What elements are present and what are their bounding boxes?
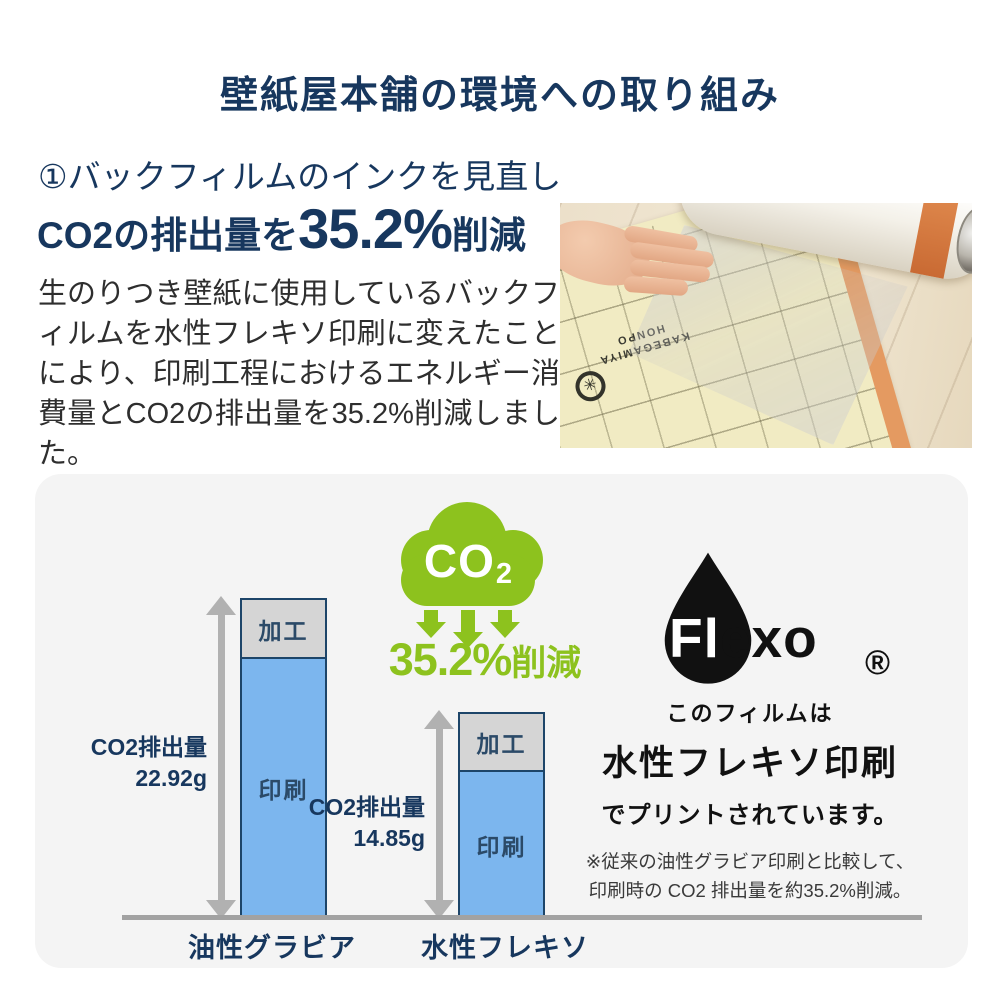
segment-processing-oil: 加工 (240, 598, 327, 659)
roll-orange-band (910, 203, 961, 279)
hand (560, 209, 746, 319)
flexo-logo: Flexo ® (635, 546, 925, 696)
film-statement-line1: このフィルムは (666, 701, 834, 726)
registered-mark: ® (865, 644, 891, 682)
total-label-oil: CO2排出量 22.92g (90, 734, 207, 791)
total-arrow-water (424, 710, 454, 919)
comparison-panel: 加工 印刷 CO2排出量 22.92g 加工 印刷 CO2排出量 14.85g … (35, 474, 968, 968)
co2-statement-suffix: 削減 (451, 215, 526, 256)
product-photo: KABEGAMIYA HONPO ✳ (560, 203, 972, 448)
baseline-axis (122, 915, 922, 920)
footnote: ※従来の油性グラビア印刷と比較して、 印刷時の CO2 排出量を約35.2%削減… (585, 851, 915, 901)
cloud-co2-label: CO2 (423, 535, 514, 590)
section-heading: ①バックフィルムのインクを見直し (38, 158, 562, 195)
co2-cloud-icon: CO2 (385, 498, 551, 650)
flexo-brand-text: Flexo (669, 607, 818, 669)
water-drop-icon (664, 552, 752, 684)
category-label-water: 水性フレキソ (421, 933, 589, 963)
category-label-oil: 油性グラビア (188, 933, 356, 963)
reduction-caption: 35.2%削減 (388, 634, 582, 685)
total-label-water: CO2排出量 14.85g (308, 794, 425, 851)
body-paragraph: 生のりつき壁紙に使用しているバックフィルムを水性フレキソ印刷に変えたことにより、… (38, 278, 560, 470)
bar-water-flexo: 加工 印刷 (458, 712, 545, 919)
flexo-description: このフィルムは 水性フレキソ印刷 でプリントされています。 ※従来の油性グラビア… (515, 696, 985, 905)
cloud-arrows-icon (401, 502, 543, 648)
film-statement-line2: 水性フレキソ印刷 (601, 744, 898, 783)
segment-printing-water: 印刷 (458, 770, 545, 919)
total-arrow-oil (206, 596, 236, 919)
co2-statement-prefix: CO2の排出量を (37, 215, 299, 256)
segment-printing-oil: 印刷 (240, 657, 327, 919)
film-statement-line3: でプリントされています。 (601, 802, 899, 829)
page-title: 壁紙屋本舗の環境への取り組み (219, 75, 780, 117)
bar-oil-gravure: 加工 印刷 (240, 598, 327, 919)
co2-statement: CO2の排出量を 35.2% 削減 (37, 196, 526, 261)
co2-reduction-value: 35.2% (298, 197, 453, 260)
